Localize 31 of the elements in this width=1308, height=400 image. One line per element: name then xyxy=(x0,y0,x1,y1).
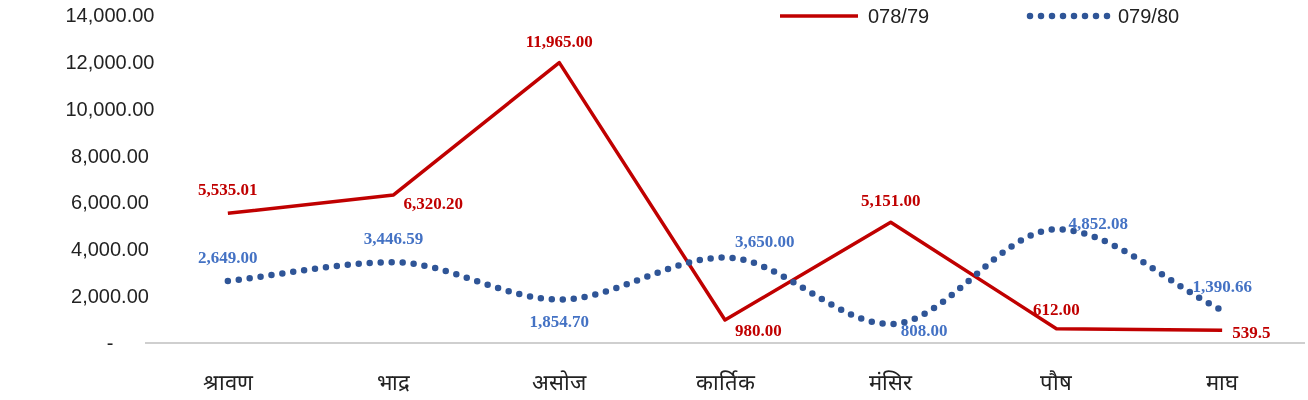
x-tick-label: माघ xyxy=(1206,370,1240,395)
data-label: 980.00 xyxy=(735,320,782,340)
data-label: 5,151.00 xyxy=(860,191,921,211)
data-label: 612.00 xyxy=(1033,299,1080,319)
data-label: 3,446.59 xyxy=(363,229,424,249)
y-tick-label: 2,000.00 xyxy=(71,285,149,308)
data-label: 4,852.08 xyxy=(1068,214,1128,234)
x-tick-label: श्रावण xyxy=(202,370,254,395)
x-tick-label: मंसिर xyxy=(869,370,914,395)
x-tick-label: पौष xyxy=(1040,370,1074,395)
y-tick-label: 8,000.00 xyxy=(71,144,149,167)
y-tick-label: 14,000.00 xyxy=(65,4,155,26)
x-tick-label: असोज xyxy=(532,370,588,395)
data-label: 3,650.00 xyxy=(735,232,795,252)
x-tick-label: भाद्र xyxy=(377,370,411,395)
data-label: 6,320.20 xyxy=(403,193,464,213)
data-label: 2,649.00 xyxy=(198,247,258,267)
data-label: 1,390.66 xyxy=(1192,277,1252,297)
data-label: 808.00 xyxy=(900,320,948,340)
legend-label: 079/80 xyxy=(1118,5,1180,27)
y-tick-label: 4,000.00 xyxy=(71,238,149,261)
data-label: 1,854.70 xyxy=(529,312,590,332)
y-tick-label: - xyxy=(106,332,114,354)
data-label: 11,965.00 xyxy=(525,31,593,51)
y-tick-label: 6,000.00 xyxy=(71,191,149,214)
legend-label: 078/79 xyxy=(868,5,930,27)
x-tick-label: कार्तिक xyxy=(695,370,756,395)
data-label: 539.5 xyxy=(1232,323,1271,343)
y-tick-label: 12,000.00 xyxy=(65,50,155,73)
data-label: 5,535.01 xyxy=(198,180,258,200)
y-tick-label: 10,000.00 xyxy=(65,97,155,120)
